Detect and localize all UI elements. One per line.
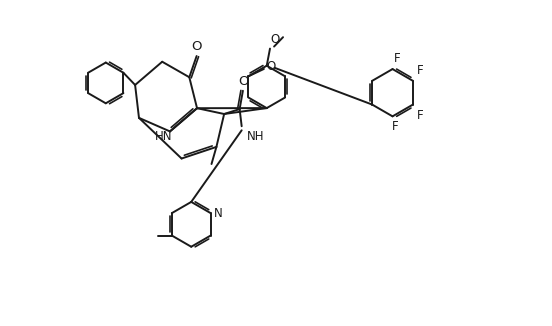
Text: N: N bbox=[214, 207, 222, 220]
Text: O: O bbox=[267, 60, 276, 73]
Text: NH: NH bbox=[247, 130, 264, 143]
Text: HN: HN bbox=[155, 130, 173, 143]
Text: F: F bbox=[417, 109, 424, 122]
Text: F: F bbox=[392, 120, 399, 133]
Text: F: F bbox=[417, 64, 424, 77]
Text: O: O bbox=[192, 40, 202, 53]
Text: O: O bbox=[238, 75, 249, 87]
Text: O: O bbox=[271, 33, 280, 46]
Text: F: F bbox=[394, 52, 401, 65]
